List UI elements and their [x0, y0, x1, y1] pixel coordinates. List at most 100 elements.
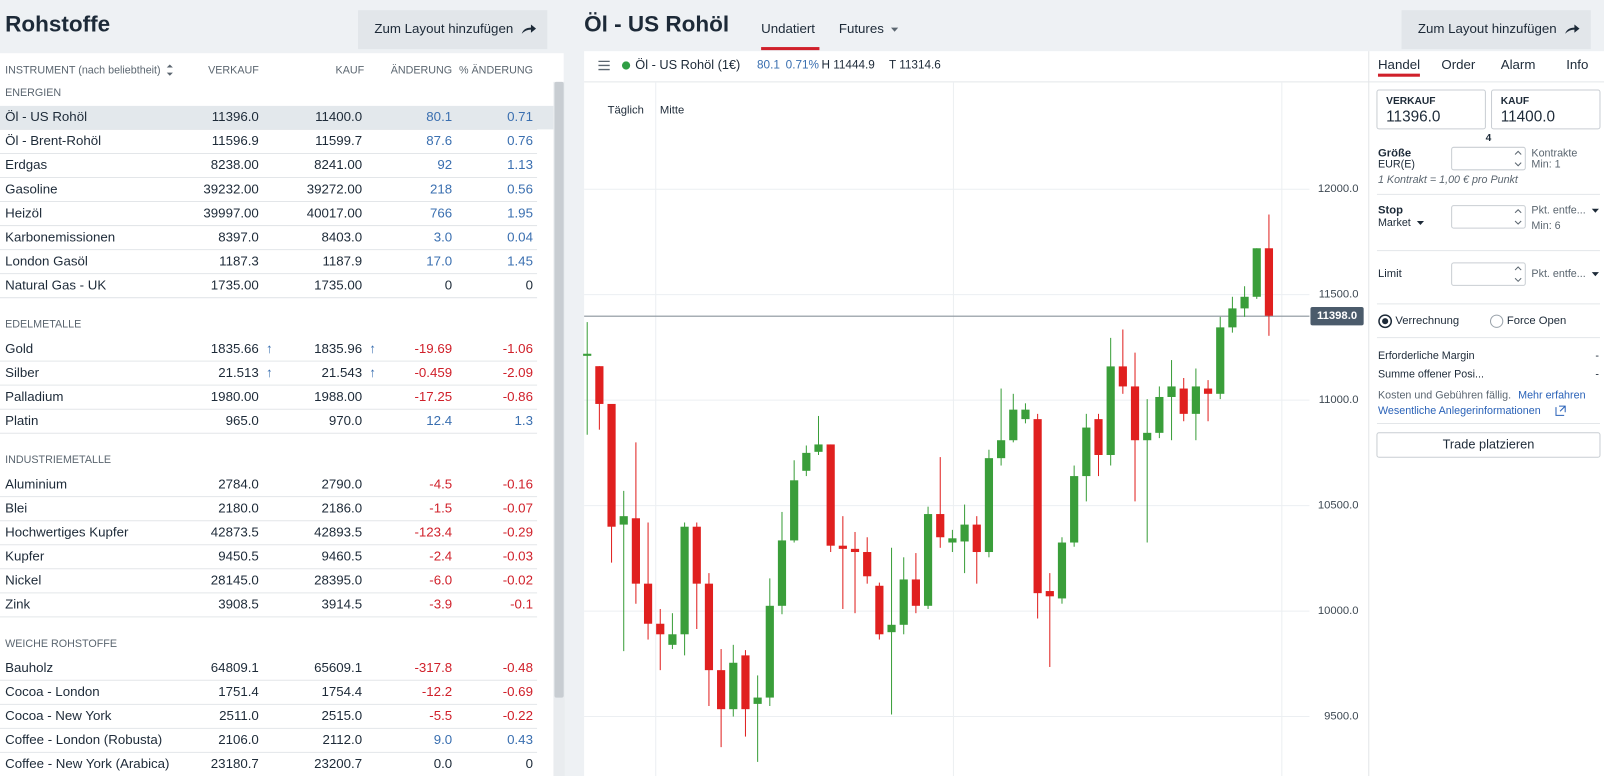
cell: 1835.66	[211, 341, 259, 356]
row[interactable]	[0, 545, 537, 569]
dropdown[interactable]: Pkt. entfe...	[1531, 268, 1585, 280]
candle-body	[656, 623, 665, 635]
dropdown-icon	[1591, 272, 1599, 277]
layout-button[interactable]	[358, 10, 548, 50]
row[interactable]	[0, 202, 537, 226]
column-header[interactable]: INSTRUMENT (nach beliebtheit)	[5, 64, 161, 76]
cell: 2790.0	[322, 476, 363, 491]
row[interactable]	[0, 386, 537, 410]
cell: 80.1	[426, 109, 452, 124]
panel-title: Rohstoffe	[5, 12, 110, 37]
cell: 0.0	[434, 756, 452, 771]
panel-tab[interactable]: Alarm	[1501, 57, 1536, 72]
candle-body	[1216, 327, 1225, 394]
row[interactable]	[0, 657, 537, 681]
submit-button[interactable]	[1376, 432, 1601, 458]
input[interactable]	[1451, 146, 1526, 171]
buy-box[interactable]	[1491, 89, 1601, 130]
cell: 92	[437, 157, 452, 172]
candle-body	[741, 655, 750, 710]
input[interactable]	[1451, 262, 1526, 286]
cell: Erdgas	[5, 157, 47, 172]
candle-body	[814, 444, 823, 452]
dropdown[interactable]: Pkt. entfe...	[1531, 205, 1585, 217]
cell: 970.0	[329, 413, 362, 428]
candle-body	[607, 403, 616, 527]
cell: -0.48	[503, 660, 533, 675]
tab-active[interactable]: Undatiert	[761, 21, 815, 36]
share-icon	[521, 24, 537, 34]
cell: -123.4	[414, 524, 452, 539]
tab[interactable]: Futures	[839, 21, 884, 36]
cell: -3.9	[429, 597, 452, 612]
layout-button[interactable]	[1401, 10, 1591, 50]
candle-body	[1203, 388, 1213, 394]
column-header[interactable]: KAUF	[336, 64, 365, 76]
row[interactable]	[0, 473, 537, 497]
row[interactable]	[0, 569, 537, 593]
trend-arrow: ↑	[369, 341, 376, 356]
panel-tab[interactable]: Handel	[1378, 57, 1420, 72]
cell: -2.4	[429, 549, 452, 564]
row[interactable]	[0, 593, 537, 617]
radio[interactable]	[1489, 314, 1504, 328]
cell: 8397.0	[218, 229, 259, 244]
column-header[interactable]: VERKAUF	[208, 64, 259, 76]
cell: -12.2	[422, 684, 452, 699]
cell: -0.69	[503, 684, 533, 699]
cell: 2180.0	[218, 500, 259, 515]
row[interactable]	[0, 410, 537, 434]
cell: 1.13	[507, 157, 533, 172]
candle-body	[899, 579, 908, 625]
cell: Bauholz	[5, 660, 53, 675]
cell: 0.04	[507, 229, 533, 244]
high: H 11444.9	[821, 59, 874, 72]
cell: -19.69	[414, 341, 452, 356]
cell: Gold	[5, 341, 33, 356]
cell: 11596.9	[212, 133, 259, 148]
y-tick-label: 11000.0	[1319, 394, 1359, 406]
cell: 1.45	[507, 253, 533, 268]
label: Force Open	[1507, 315, 1566, 327]
cell: 28395.0	[314, 573, 362, 588]
scroll-thumb[interactable]	[554, 81, 564, 698]
candle-body	[1191, 386, 1200, 414]
link[interactable]: Wesentliche Anlegerinformationen	[1378, 405, 1541, 417]
candle-body	[1021, 409, 1030, 420]
cell: -0.29	[503, 524, 533, 539]
link[interactable]: Mehr erfahren	[1518, 390, 1585, 402]
menu-icon[interactable]	[598, 60, 610, 71]
input[interactable]	[1451, 205, 1526, 229]
layout-button-label: Zum Layout hinzufügen	[374, 21, 513, 36]
cell: 2511.0	[219, 708, 259, 723]
cell: 87.6	[426, 133, 452, 148]
candle-body	[1070, 476, 1079, 543]
candle-body	[1155, 396, 1164, 433]
cell: Cocoa - New York	[5, 708, 112, 723]
sell-price: 11396.0	[1386, 109, 1440, 126]
cell: 12.4	[426, 413, 452, 428]
panel-tab[interactable]: Info	[1566, 57, 1588, 72]
panel-tab[interactable]: Order	[1441, 57, 1476, 72]
candle-body	[1106, 366, 1115, 455]
y-tick-label: 10000.0	[1318, 605, 1359, 617]
column-header[interactable]: ÄNDERUNG	[391, 64, 452, 76]
cell: Blei	[5, 500, 27, 515]
interval[interactable]: Täglich	[608, 104, 644, 116]
cell: -0.16	[503, 476, 533, 491]
column-header[interactable]: % ÄNDERUNG	[459, 64, 533, 76]
row[interactable]	[0, 497, 537, 521]
candle-body	[948, 538, 957, 543]
share-icon	[1565, 24, 1580, 34]
candle-body	[887, 624, 896, 633]
price-type[interactable]: Mitte	[660, 104, 684, 116]
cell: Palladium	[5, 389, 63, 404]
dropdown[interactable]: Market	[1378, 217, 1411, 229]
sell-box[interactable]	[1376, 89, 1486, 130]
row[interactable]	[0, 154, 537, 178]
row[interactable]	[0, 178, 537, 202]
candle-body	[619, 516, 628, 525]
label: EUR(E)	[1378, 159, 1415, 171]
change-pct: 0.71%	[786, 59, 820, 72]
